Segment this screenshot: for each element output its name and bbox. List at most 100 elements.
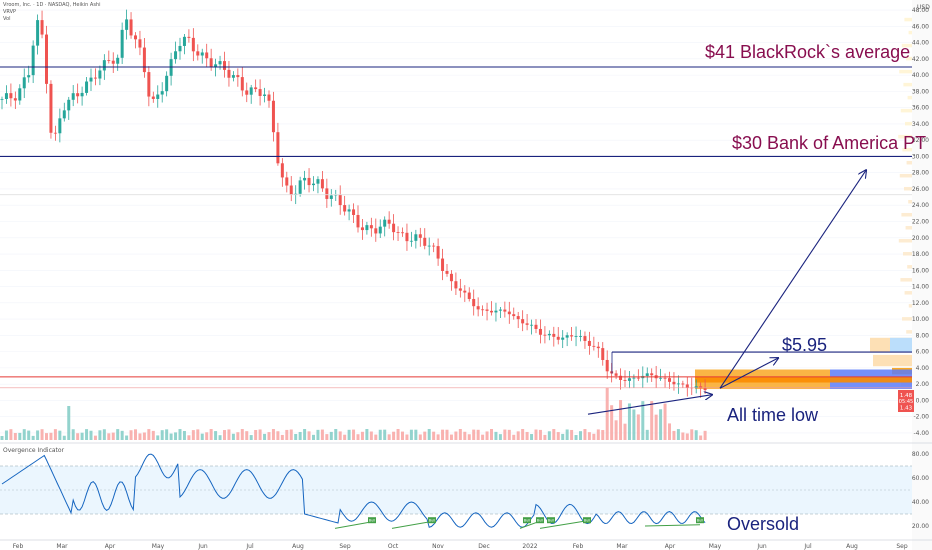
- volume-bar: [303, 429, 307, 440]
- volume-bar: [316, 429, 320, 440]
- y-tick-label: 10.00: [912, 316, 929, 323]
- candle-body: [436, 246, 440, 259]
- candle-body: [4, 93, 8, 100]
- y-tick-label: 0.00: [916, 397, 930, 404]
- symbol-header: Vroom, Inc. · 1D · NASDAQ, Heikin Ashi: [3, 2, 101, 8]
- candle-body: [476, 306, 480, 310]
- volume-bar: [276, 431, 280, 440]
- volume-bar: [561, 433, 565, 440]
- candle-body: [62, 110, 66, 119]
- volume-bar: [490, 429, 493, 440]
- bull-label: Bull: [524, 519, 531, 523]
- volume-bar: [676, 429, 680, 440]
- candle-body: [22, 77, 26, 89]
- volume-bar: [249, 435, 253, 440]
- candle-body: [663, 377, 667, 379]
- candle-body: [601, 348, 605, 360]
- candle-body: [267, 94, 271, 101]
- price-badge-bg: [898, 390, 914, 412]
- volume-bar: [227, 429, 231, 440]
- candle-body: [40, 20, 44, 35]
- vp-bar: [908, 30, 912, 35]
- candle-body: [18, 88, 22, 101]
- volume-bar: [498, 434, 502, 440]
- candle-body: [200, 52, 204, 56]
- volume-bar: [31, 435, 35, 440]
- volume-bar: [129, 430, 133, 440]
- candle-body: [463, 290, 467, 293]
- candle-body: [592, 345, 596, 347]
- candle-body: [49, 83, 53, 133]
- vp-bar: [906, 56, 912, 61]
- candle-body: [503, 309, 507, 312]
- candle-body: [605, 359, 609, 372]
- annotation-bofa: $30 Bank of America PT: [732, 133, 926, 153]
- candle-body: [574, 336, 578, 337]
- volume-bar: [111, 432, 115, 440]
- candle-body: [214, 64, 218, 67]
- volume-bar: [178, 429, 182, 440]
- volume-bar: [414, 429, 418, 440]
- volume-bar: [525, 431, 529, 440]
- volume-bar: [690, 429, 694, 440]
- volume-bar: [383, 429, 387, 440]
- candle-body: [289, 185, 293, 195]
- volume-bar: [80, 432, 84, 440]
- candle-body: [156, 94, 160, 99]
- candle-body: [9, 93, 13, 99]
- y-tick-label: 20.00: [912, 235, 929, 242]
- vp-bar: [907, 95, 912, 100]
- candle-body: [196, 51, 200, 56]
- volume-bar: [218, 435, 222, 440]
- y-tick-label: 34.00: [912, 121, 929, 128]
- candle-body: [316, 179, 320, 184]
- volume-bar: [392, 431, 396, 440]
- candle-body: [187, 36, 191, 38]
- candle-body: [659, 377, 663, 379]
- volume-bar: [49, 432, 53, 440]
- candle-body: [80, 92, 84, 97]
- candle-body: [102, 60, 106, 71]
- candle-body: [254, 87, 258, 90]
- volume-bar: [142, 432, 146, 440]
- x-tick-label: Mar: [56, 543, 68, 550]
- candle-body: [405, 232, 409, 242]
- vp-bar: [902, 147, 912, 152]
- candle-body: [485, 309, 489, 311]
- volume-bar: [312, 434, 315, 440]
- volume-bar: [62, 435, 66, 440]
- candle-body: [543, 334, 547, 336]
- volume-bar: [547, 431, 551, 440]
- candle-body: [125, 19, 129, 30]
- vp-bar: [899, 69, 912, 74]
- volume-bar: [623, 423, 627, 440]
- volume-bar: [329, 431, 333, 440]
- vp-bar: [901, 212, 912, 217]
- vp-bar: [899, 173, 912, 178]
- volume-bar: [521, 429, 525, 440]
- candle-body: [645, 373, 649, 376]
- volume-bar: [356, 434, 360, 440]
- volume-bar: [427, 429, 431, 440]
- candle-body: [129, 19, 133, 36]
- vp-bar: [873, 354, 912, 367]
- x-tick-label: Feb: [573, 543, 584, 550]
- vp-bar: [901, 43, 912, 48]
- volume-bar: [240, 429, 244, 440]
- candle-body: [258, 89, 262, 96]
- bull-label: Bull: [584, 519, 591, 523]
- volume-bar: [387, 434, 391, 440]
- vp-bar: [900, 108, 912, 113]
- bull-label-bg: [523, 517, 531, 524]
- volume-bar: [53, 429, 57, 440]
- candle-body: [151, 96, 155, 99]
- volume-bar: [374, 434, 378, 440]
- candle-body: [587, 340, 591, 346]
- candle-body: [191, 37, 195, 52]
- candle-body: [134, 35, 137, 40]
- volume-bar: [614, 420, 618, 440]
- candle-body: [632, 377, 636, 379]
- candle-body: [360, 227, 364, 231]
- volume-bar: [663, 403, 667, 440]
- candle-body: [352, 209, 356, 215]
